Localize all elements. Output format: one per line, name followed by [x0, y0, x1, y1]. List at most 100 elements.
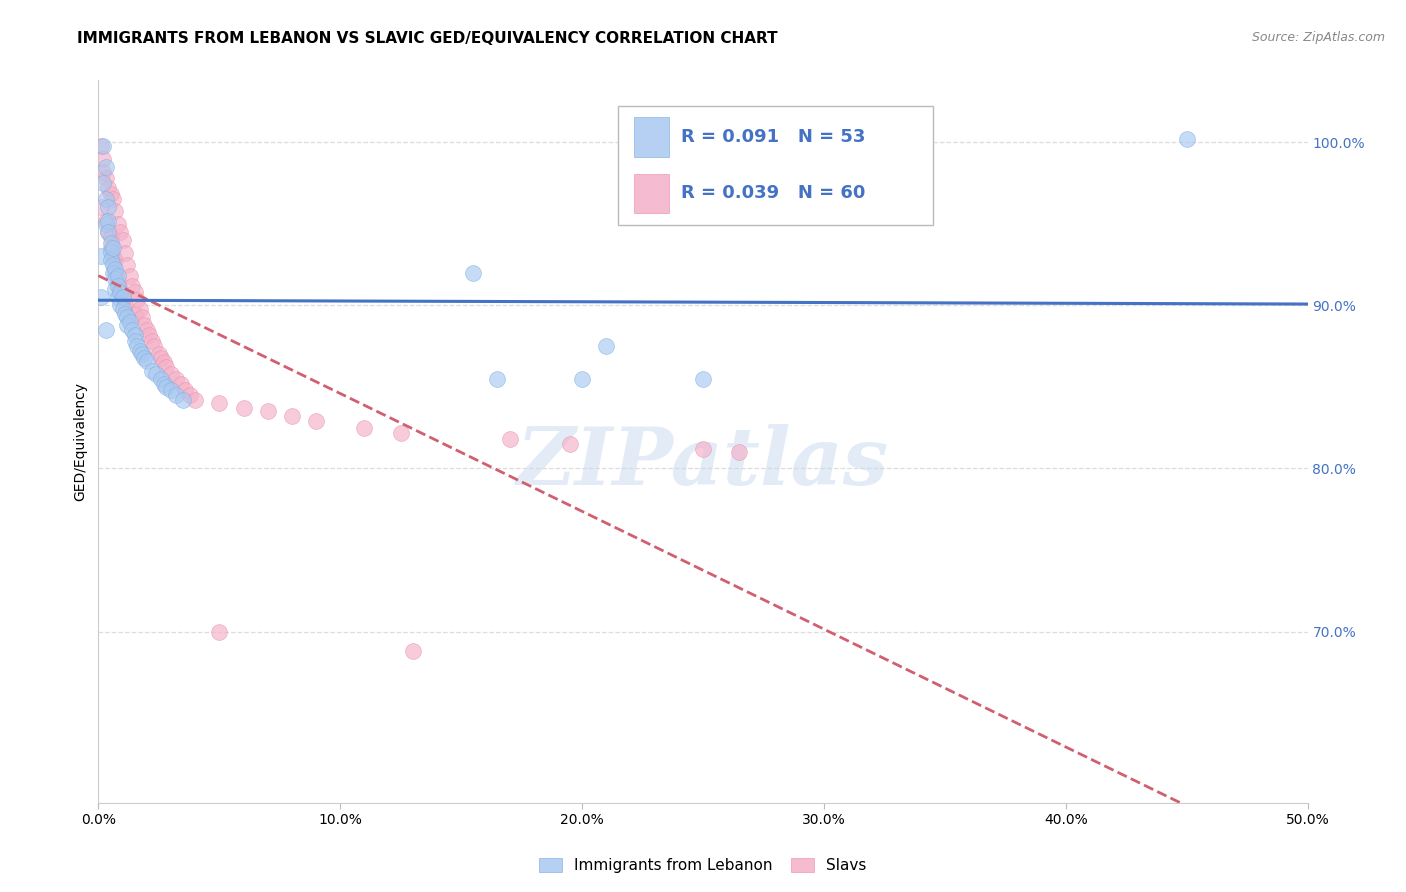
Point	[558, 437, 581, 451]
Point	[104, 266, 127, 280]
Point	[160, 367, 183, 381]
Point	[463, 266, 485, 280]
Y-axis label: GED/Equivalency: GED/Equivalency	[73, 382, 87, 501]
Point	[127, 339, 149, 353]
Point	[94, 171, 117, 186]
Point	[692, 442, 714, 456]
Point	[90, 138, 112, 153]
Point	[174, 383, 197, 397]
Point	[118, 268, 141, 283]
Point	[1175, 132, 1198, 146]
Legend: Immigrants from Lebanon, Slavs: Immigrants from Lebanon, Slavs	[533, 852, 873, 879]
Point	[107, 278, 129, 293]
Point	[111, 301, 134, 316]
Point	[114, 246, 136, 260]
Point	[90, 201, 112, 215]
Point	[150, 351, 173, 365]
Point	[124, 327, 146, 342]
Point	[169, 376, 191, 391]
Point	[179, 388, 201, 402]
Point	[121, 323, 143, 337]
Point	[97, 225, 120, 239]
Point	[107, 268, 129, 283]
Point	[124, 334, 146, 349]
Point	[131, 310, 153, 324]
Point	[104, 272, 127, 286]
Point	[131, 347, 153, 361]
Point	[141, 334, 163, 349]
Point	[100, 236, 122, 251]
Point	[127, 293, 149, 308]
Point	[117, 258, 139, 272]
Point	[486, 372, 509, 386]
Point	[108, 282, 131, 296]
Point	[160, 383, 183, 397]
Text: ZIPatlas: ZIPatlas	[517, 425, 889, 502]
Point	[118, 315, 141, 329]
Point	[141, 363, 163, 377]
Point	[100, 241, 122, 255]
Point	[208, 624, 231, 639]
Point	[100, 187, 122, 202]
Point	[353, 420, 375, 434]
Point	[117, 310, 139, 324]
Point	[108, 225, 131, 239]
Point	[97, 201, 120, 215]
Point	[145, 367, 167, 381]
Point	[97, 213, 120, 227]
Point	[101, 258, 124, 272]
Point	[152, 376, 174, 391]
Point	[692, 372, 714, 386]
Point	[165, 388, 187, 402]
Point	[101, 192, 124, 206]
Point	[100, 244, 122, 259]
Point	[281, 409, 304, 424]
Point	[165, 372, 187, 386]
Point	[150, 372, 173, 386]
Point	[107, 217, 129, 231]
Point	[90, 290, 112, 304]
Point	[124, 306, 146, 320]
Point	[134, 318, 156, 332]
Point	[111, 290, 134, 304]
Point	[148, 347, 170, 361]
Point	[94, 213, 117, 227]
Point	[101, 249, 124, 263]
Point	[94, 192, 117, 206]
Point	[138, 327, 160, 342]
Point	[101, 266, 124, 280]
Point	[108, 285, 131, 300]
Point	[104, 203, 127, 218]
Point	[498, 432, 520, 446]
Point	[104, 282, 127, 296]
Point	[97, 181, 120, 195]
Point	[135, 353, 157, 368]
Text: Source: ZipAtlas.com: Source: ZipAtlas.com	[1251, 31, 1385, 45]
Point	[232, 401, 254, 416]
Point	[728, 445, 751, 459]
Point	[94, 323, 117, 337]
Point	[94, 217, 117, 231]
Point	[128, 301, 150, 316]
Point	[107, 274, 129, 288]
Point	[143, 339, 166, 353]
Point	[111, 233, 134, 247]
Point	[91, 176, 114, 190]
Point	[104, 262, 127, 277]
Point	[104, 252, 127, 267]
Point	[571, 372, 593, 386]
Point	[94, 160, 117, 174]
Point	[90, 249, 112, 263]
Point	[256, 404, 278, 418]
Point	[389, 425, 412, 440]
Point	[172, 392, 194, 407]
Point	[121, 278, 143, 293]
Point	[100, 230, 122, 244]
Point	[134, 351, 156, 365]
Point	[184, 392, 207, 407]
Text: IMMIGRANTS FROM LEBANON VS SLAVIC GED/EQUIVALENCY CORRELATION CHART: IMMIGRANTS FROM LEBANON VS SLAVIC GED/EQ…	[77, 31, 778, 46]
Point	[135, 323, 157, 337]
Point	[155, 360, 177, 375]
Point	[305, 414, 328, 428]
Point	[114, 306, 136, 320]
